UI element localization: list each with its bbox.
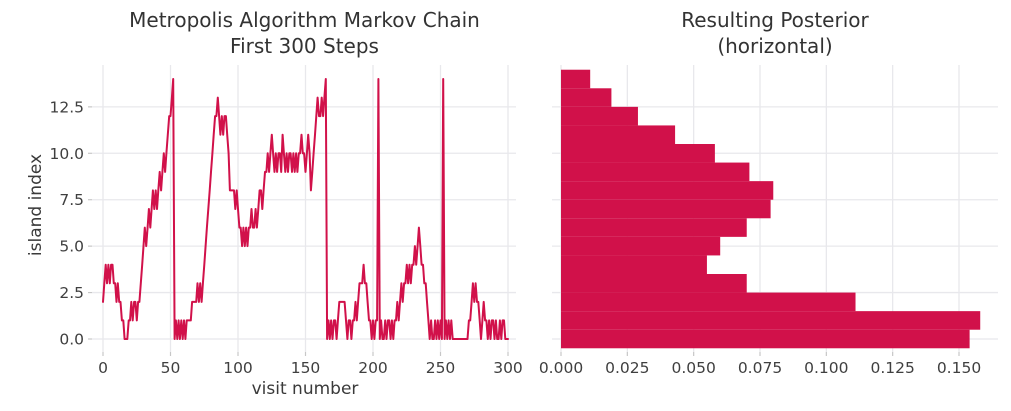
posterior-bar-island-4 [561, 255, 707, 274]
posterior-bar-island-0 [561, 329, 970, 349]
right-x-tick-label: 0.000 [539, 359, 583, 377]
posterior-bar-island-10 [561, 144, 715, 163]
left-chart-title-line1: Metropolis Algorithm Markov Chain [129, 8, 480, 32]
left-x-tick-label: 50 [161, 359, 181, 377]
posterior-bar-island-7 [561, 199, 771, 219]
left-x-tick-label: 100 [223, 359, 253, 377]
posterior-bar-island-9 [561, 162, 750, 182]
right-chart-title-line2: (horizontal) [717, 34, 833, 58]
left-y-tick-label: 7.5 [59, 191, 84, 209]
left-y-tick-label: 2.5 [59, 284, 84, 302]
posterior-bar-island-14 [561, 69, 591, 89]
left-x-tick-label: 200 [358, 359, 388, 377]
right-x-tick-label: 0.125 [870, 359, 914, 377]
right-x-tick-label: 0.075 [738, 359, 782, 377]
left-x-tick-label: 150 [291, 359, 321, 377]
right-x-tick-label: 0.100 [804, 359, 848, 377]
posterior-bar-island-12 [561, 106, 638, 126]
right-chart-title-line1: Resulting Posterior [681, 8, 869, 32]
right-x-tick-label: 0.025 [605, 359, 649, 377]
right-x-tick-label: 0.050 [671, 359, 715, 377]
left-y-tick-label: 0.0 [59, 331, 84, 349]
left-chart-title-line2: First 300 Steps [230, 34, 379, 58]
posterior-bar-island-13 [561, 88, 612, 107]
posterior-bar-island-6 [561, 218, 747, 237]
right-chart-title: Resulting Posterior (horizontal) [552, 7, 998, 59]
posterior-bar-island-11 [561, 125, 676, 144]
posterior-bar-island-5 [561, 236, 721, 256]
left-y-tick-label: 12.5 [49, 98, 84, 116]
posterior-bar-island-2 [561, 292, 856, 312]
right-x-tick-label: 0.150 [937, 359, 981, 377]
left-x-tick-label: 250 [426, 359, 456, 377]
left-x-tick-label: 300 [493, 359, 523, 377]
left-x-tick-label: 0 [98, 359, 108, 377]
posterior-bar-island-1 [561, 311, 981, 330]
left-y-tick-label: 10.0 [49, 145, 84, 163]
left-chart-title: Metropolis Algorithm Markov Chain First … [93, 7, 516, 59]
left-y-tick-label: 5.0 [59, 238, 84, 256]
posterior-bar-island-3 [561, 274, 747, 293]
posterior-bar-island-8 [561, 181, 774, 200]
left-xaxis-label: visit number [251, 379, 359, 399]
markov-chain-line [102, 78, 509, 340]
